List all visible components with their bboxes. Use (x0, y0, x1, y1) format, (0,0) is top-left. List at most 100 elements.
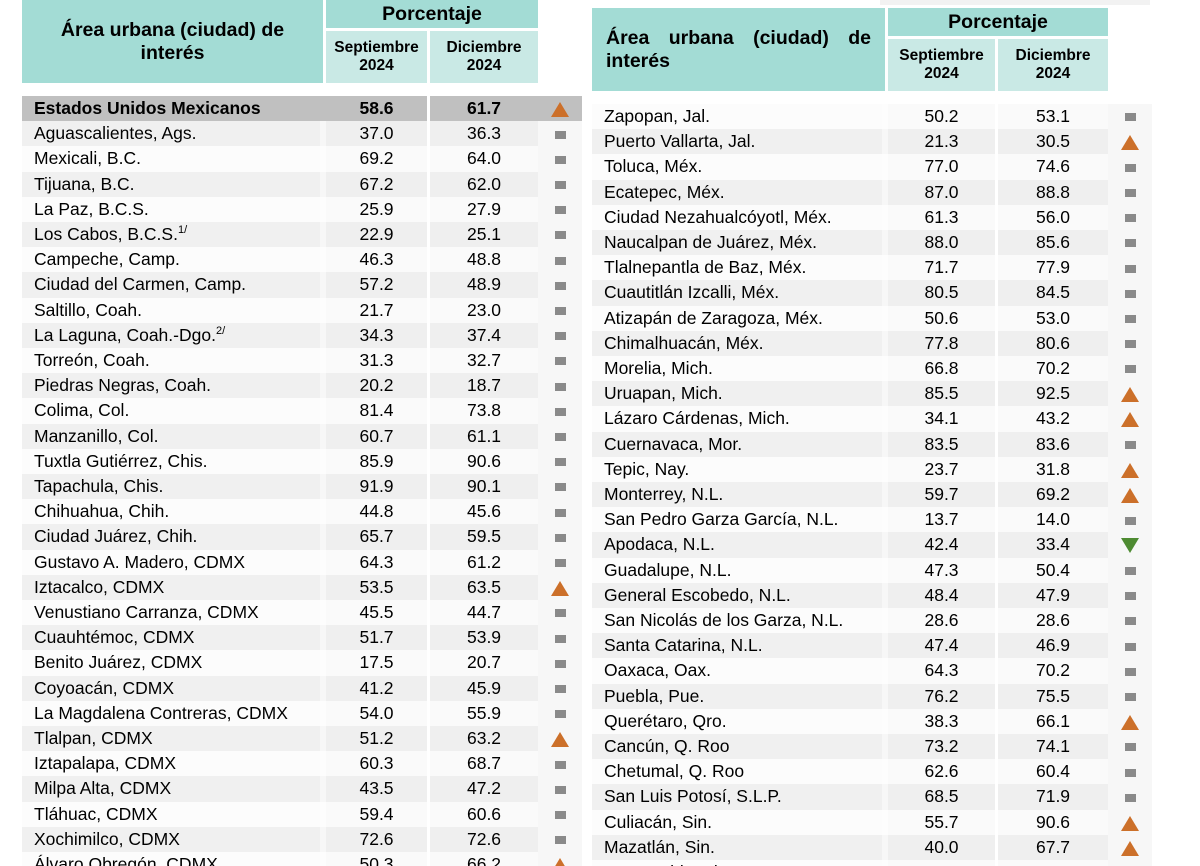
change-marker-cell (538, 171, 583, 197)
column-spacer (320, 826, 327, 853)
change-marker-cell (1108, 255, 1153, 281)
table-row: Atizapán de Zaragoza, Méx. 50.6 53.0 (592, 305, 1153, 331)
city-name-label: San Luis Potosí, S.L.P. (604, 786, 782, 807)
square-flat-icon (1124, 743, 1136, 752)
city-name-label: General Escobedo, N.L. (604, 584, 791, 605)
square-flat-icon (1124, 214, 1136, 223)
value-septiembre-2024: 22.9 (326, 222, 431, 248)
square-flat-icon (1124, 315, 1136, 323)
value-septiembre-2024: 69.2 (326, 146, 431, 172)
city-name-label: Lázaro Cárdenas, Mich. (604, 408, 790, 429)
city-name-cell: Mazatlán, Sin. (592, 834, 882, 861)
value-diciembre-2024: 14.0 (998, 507, 1109, 533)
city-name-label: Milpa Alta, CDMX (34, 778, 172, 799)
column-spacer (882, 456, 889, 483)
value-septiembre-2024: 58.6 (326, 96, 431, 122)
column-spacer (882, 330, 889, 357)
city-name-label: Estados Unidos Mexicanos (34, 98, 261, 118)
value-septiembre-2024: 53.5 (326, 574, 431, 601)
value-diciembre-2024: 47.2 (430, 776, 539, 802)
square-flat-icon (554, 281, 566, 290)
city-name-cell: Toluca, Méx. (592, 154, 882, 180)
header-diciembre-month: Diciembre (1015, 46, 1091, 64)
value-septiembre-2024: 13.7 (888, 507, 999, 533)
square-flat-icon (554, 433, 566, 442)
table-row: Naucalpan de Juárez, Méx. 88.0 85.6 (592, 230, 1153, 256)
table-row: Zapopan, Jal. 50.2 53.1 (592, 104, 1153, 130)
value-septiembre-2024: 41.2 (326, 675, 431, 701)
value-septiembre-2024: 83.5 (888, 431, 999, 457)
city-name-cell: Morelia, Mich. (592, 356, 882, 382)
change-marker-cell (538, 549, 583, 575)
city-name-cell: Chihuahua, Chih. (22, 499, 320, 525)
square-flat-icon (1124, 365, 1136, 374)
table-row: Tuxtla Gutiérrez, Chis. 85.9 90.6 (22, 448, 583, 475)
table-row: Puebla, Pue. 76.2 75.5 (592, 683, 1153, 709)
table-row: Oaxaca, Oax. 64.3 70.2 (592, 658, 1153, 684)
triangle-up-icon (1121, 487, 1140, 503)
value-septiembre-2024: 40.0 (888, 834, 999, 861)
square-flat-icon (554, 634, 566, 643)
table-row: Benito Juárez, CDMX 17.5 20.7 (22, 650, 583, 676)
change-marker-cell (538, 499, 583, 525)
column-spacer (882, 860, 889, 866)
value-diciembre-2024: 43.2 (998, 406, 1109, 432)
city-name-cell: Iztapalapa, CDMX (22, 751, 320, 777)
value-diciembre-2024: 67.7 (998, 834, 1109, 861)
column-spacer (882, 280, 889, 306)
table-body-left: Estados Unidos Mexicanos 58.6 61.7 Aguascal… (22, 83, 583, 866)
value-diciembre-2024: 25.1 (430, 222, 539, 248)
value-diciembre-2024: 37.4 (430, 322, 539, 349)
value-diciembre-2024: 68.7 (430, 751, 539, 777)
change-marker-cell (1108, 305, 1153, 331)
value-septiembre-2024: 77.8 (888, 330, 999, 357)
value-diciembre-2024: 70.2 (998, 658, 1109, 684)
column-spacer (320, 549, 327, 575)
table-row: Campeche, Camp. 46.3 48.8 (22, 247, 583, 273)
change-marker-cell (1108, 834, 1153, 861)
city-name-label: Los Cabos, B.C.S. (34, 224, 178, 245)
value-septiembre-2024: 51.2 (326, 726, 431, 752)
change-marker-cell (1108, 608, 1153, 634)
value-diciembre-2024: 85.6 (998, 230, 1109, 256)
header-marker-col (1108, 8, 1153, 91)
change-marker-cell (538, 121, 583, 147)
city-name-cell: Apodaca, N.L. (592, 532, 882, 558)
column-spacer (320, 625, 327, 651)
triangle-up-icon (1121, 462, 1140, 478)
city-name-label: Coyoacán, CDMX (34, 677, 175, 698)
value-diciembre-2024: 27.9 (430, 196, 539, 223)
value-septiembre-2024: 43.5 (326, 776, 431, 802)
column-spacer (882, 759, 889, 785)
header-area-label: Área urbana (ciudad) de interés (592, 8, 889, 91)
right-table-panel: Área urbana (ciudad) de interés Porcenta… (592, 8, 1153, 866)
city-name-label: Naucalpan de Juárez, Méx. (604, 232, 818, 253)
table-row: Querétaro, Qro. 38.3 66.1 (592, 708, 1153, 735)
column-spacer (882, 305, 889, 331)
city-name-cell: Los Cabos, B.C.S.1/ (22, 222, 320, 248)
column-spacer (882, 204, 889, 231)
change-marker-cell (1108, 532, 1153, 558)
column-spacer (320, 398, 327, 424)
change-marker-cell (1108, 759, 1153, 785)
square-flat-icon (554, 155, 566, 164)
change-marker-cell (538, 297, 583, 323)
value-septiembre-2024: 45.5 (326, 600, 431, 626)
square-flat-icon (1124, 693, 1136, 702)
value-diciembre-2024: 30.5 (998, 129, 1109, 155)
column-spacer (882, 633, 889, 659)
triangle-down-icon (1121, 538, 1140, 554)
change-marker-cell (538, 726, 583, 752)
square-flat-icon (1124, 768, 1136, 777)
clipped-partial-row (880, 0, 1150, 5)
change-marker-cell (538, 600, 583, 626)
value-septiembre-2024: 20.2 (326, 373, 431, 399)
change-marker-cell (538, 348, 583, 374)
triangle-up-icon (1121, 135, 1140, 151)
city-name-label: Atizapán de Zaragoza, Méx. (604, 307, 823, 328)
change-marker-cell (1108, 129, 1153, 155)
column-spacer (320, 222, 327, 248)
value-septiembre-2024: 91.9 (326, 474, 431, 500)
triangle-up-icon (551, 731, 570, 747)
column-spacer (320, 247, 327, 273)
